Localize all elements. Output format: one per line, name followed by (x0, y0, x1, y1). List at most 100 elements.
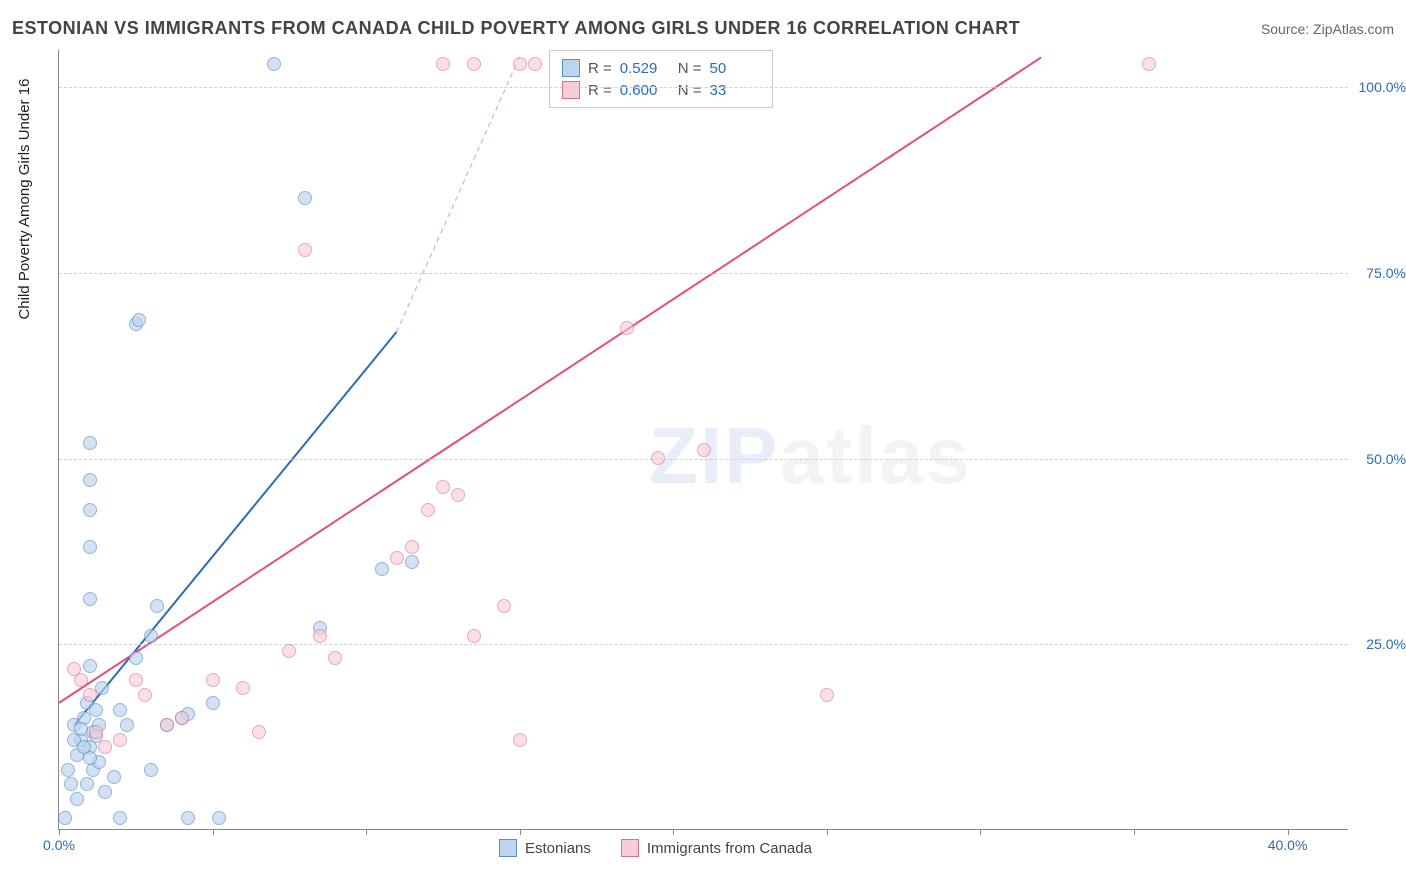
xtick (520, 829, 521, 835)
scatter-point (138, 688, 152, 702)
scatter-point (83, 503, 97, 517)
scatter-point (236, 681, 250, 695)
scatter-point (436, 57, 450, 71)
n-label: N = (678, 60, 702, 77)
ytick-label: 25.0% (1356, 636, 1406, 652)
scatter-point (390, 551, 404, 565)
scatter-point (98, 785, 112, 799)
ytick-label: 50.0% (1356, 451, 1406, 467)
scatter-point (144, 629, 158, 643)
scatter-point (83, 751, 97, 765)
r-value: 0.529 (620, 60, 670, 77)
scatter-point (528, 57, 542, 71)
stats-row: R = 0.529 N = 50 (562, 57, 760, 79)
series-swatch (562, 81, 580, 99)
scatter-point (89, 703, 103, 717)
stats-row: R =0.600N =33 (562, 79, 760, 101)
xtick-label-right: 40.0% (1268, 837, 1308, 853)
scatter-point (83, 688, 97, 702)
scatter-point (375, 562, 389, 576)
scatter-point (206, 696, 220, 710)
scatter-point (697, 443, 711, 457)
scatter-point (113, 703, 127, 717)
scatter-point (252, 725, 266, 739)
scatter-point (113, 811, 127, 825)
legend-swatch (621, 839, 639, 857)
xtick (673, 829, 674, 835)
scatter-point (328, 651, 342, 665)
scatter-point (212, 811, 226, 825)
xtick (59, 829, 60, 835)
scatter-point (64, 777, 78, 791)
ytick-label: 100.0% (1356, 79, 1406, 95)
series-swatch (562, 59, 580, 77)
scatter-point (74, 673, 88, 687)
scatter-point (83, 592, 97, 606)
scatter-point (820, 688, 834, 702)
scatter-point (405, 555, 419, 569)
xtick (980, 829, 981, 835)
scatter-point (282, 644, 296, 658)
scatter-point (467, 629, 481, 643)
xtick (827, 829, 828, 835)
source-label: Source: ZipAtlas.com (1261, 21, 1394, 37)
scatter-point (150, 599, 164, 613)
scatter-point (74, 722, 88, 736)
scatter-point (513, 733, 527, 747)
scatter-point (451, 488, 465, 502)
stats-box: R = 0.529 N = 50R = 0.600 N = 33 (549, 50, 773, 108)
n-value: 50 (710, 60, 760, 77)
plot-area: ZIPatlas R =0.529N =50R =0.600N =33 Esto… (58, 50, 1348, 830)
scatter-point (513, 57, 527, 71)
n-label: N = (678, 82, 702, 99)
legend-item: Immigrants from Canada (621, 839, 812, 857)
scatter-point (267, 57, 281, 71)
scatter-point (89, 725, 103, 739)
xtick (1134, 829, 1135, 835)
legend-label: Immigrants from Canada (647, 840, 812, 857)
scatter-point (129, 651, 143, 665)
scatter-point (467, 57, 481, 71)
n-value: 33 (710, 82, 760, 99)
scatter-point (107, 770, 121, 784)
scatter-point (129, 673, 143, 687)
r-label: R = (588, 60, 612, 77)
scatter-point (83, 540, 97, 554)
scatter-point (1142, 57, 1156, 71)
scatter-point (497, 599, 511, 613)
scatter-point (160, 718, 174, 732)
xtick (1288, 829, 1289, 835)
scatter-point (206, 673, 220, 687)
scatter-point (83, 473, 97, 487)
scatter-point (58, 811, 72, 825)
scatter-point (70, 792, 84, 806)
ytick-label: 75.0% (1356, 265, 1406, 281)
scatter-point (98, 740, 112, 754)
r-value: 0.600 (620, 82, 670, 99)
xtick-label-left: 0.0% (43, 837, 75, 853)
scatter-point (83, 436, 97, 450)
scatter-point (313, 629, 327, 643)
title-bar: ESTONIAN VS IMMIGRANTS FROM CANADA CHILD… (12, 18, 1394, 39)
scatter-point (651, 451, 665, 465)
grid-line (59, 459, 1348, 460)
scatter-point (298, 191, 312, 205)
scatter-point (298, 243, 312, 257)
legend-swatch (499, 839, 517, 857)
watermark: ZIPatlas (649, 410, 972, 502)
scatter-point (181, 811, 195, 825)
scatter-point (83, 659, 97, 673)
scatter-point (421, 503, 435, 517)
xtick (366, 829, 367, 835)
scatter-point (620, 321, 634, 335)
grid-line (59, 644, 1348, 645)
scatter-point (405, 540, 419, 554)
chart-title: ESTONIAN VS IMMIGRANTS FROM CANADA CHILD… (12, 18, 1020, 39)
watermark-suffix: atlas (779, 411, 971, 500)
scatter-point (144, 763, 158, 777)
scatter-point (95, 681, 109, 695)
scatter-point (61, 763, 75, 777)
grid-line (59, 87, 1348, 88)
regression-lines-svg (59, 50, 1348, 829)
legend-bottom: EstoniansImmigrants from Canada (499, 839, 812, 857)
